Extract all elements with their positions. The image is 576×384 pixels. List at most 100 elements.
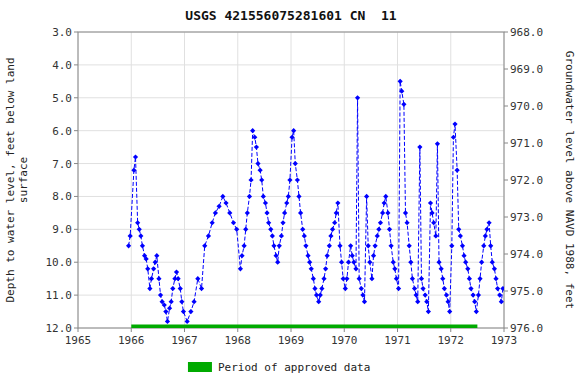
data-point [360,293,365,298]
y-tick [74,262,78,263]
data-point [355,95,360,100]
data-point [323,266,328,271]
legend: Period of approved data [188,361,370,374]
y2-tick-label: 970.0 [510,100,543,113]
data-point [481,243,486,248]
data-point [153,260,158,265]
data-point [242,243,247,248]
data-point [289,135,294,140]
y2-tick [504,143,508,144]
y2-tick-label: 974.0 [510,248,543,261]
data-point [394,276,399,281]
data-point [179,299,184,304]
x-grid-line [184,32,185,328]
data-point [284,200,289,205]
data-point [486,220,491,225]
title: USGS 421556075281601 CN 11 [185,8,396,23]
data-point [227,210,232,215]
x-tick-label: 1969 [278,334,305,347]
y2-tick-label: 968.0 [510,26,543,39]
data-point [250,128,255,133]
y-tick [74,328,78,329]
data-point [499,299,504,304]
data-point [319,286,324,291]
data-point [423,293,428,298]
grid [78,32,504,328]
data-point [286,194,291,199]
data-point [362,299,367,304]
data-point [500,286,504,291]
data-point [261,194,266,199]
data-point [369,276,374,281]
data-point [298,210,303,215]
data-point [353,266,358,271]
data-point [137,227,142,232]
y-grid-line [78,97,504,98]
data-point [174,269,179,274]
data-point [417,145,422,150]
y-tick [74,64,78,65]
data-point [436,260,441,265]
data-point [364,194,369,199]
data-point [458,233,463,238]
data-point [404,220,409,225]
data-point [401,102,406,107]
data-point [133,154,138,159]
data-point [488,243,493,248]
x-tick [291,328,292,332]
y-tick-label: 9.0 [52,223,72,236]
data-point [465,266,470,271]
chart: 1965196619671968196919701971197219733.04… [0,0,576,384]
x-tick [504,328,505,332]
data-point [151,266,156,271]
data-point [433,233,438,238]
data-point [483,233,488,238]
y2-axis-label: Groundwater level above NAVD 1988, feet [563,51,576,309]
data-point [145,266,150,271]
data-point [497,293,502,298]
data-point [398,79,403,84]
y-tick-label: 8.0 [52,190,72,203]
data-point [348,243,353,248]
x-tick-label: 1973 [491,334,518,347]
data-point [471,293,476,298]
y2-tick-label: 976.0 [510,322,543,335]
data-point [366,243,371,248]
data-point [493,276,498,281]
data-point [474,309,479,314]
y-axis-label-line: surface [17,157,30,203]
legend-swatch [188,362,212,372]
data-point [410,276,415,281]
y2-tick [504,291,508,292]
x-tick-label: 1970 [331,334,358,347]
data-point [344,276,349,281]
data-point [316,299,321,304]
data-point [461,253,466,258]
data-point [199,286,204,291]
x-tick-label: 1965 [65,334,92,347]
x-grid-line [237,32,238,328]
y-grid-line [78,196,504,197]
data-point [343,286,348,291]
data-point [449,243,454,248]
y-axis-label-line: Depth to water level, feet below land [4,57,17,302]
data-point [263,200,268,205]
data-point [419,276,424,281]
data-point [359,286,364,291]
data-point [389,243,394,248]
y2-tick-label: 971.0 [510,137,543,150]
data-point [371,253,376,258]
data-point [492,266,497,271]
data-point [373,243,378,248]
data-point [452,121,457,126]
data-point [271,243,276,248]
data-point [255,161,260,166]
data-point [252,135,257,140]
y-tick [74,163,78,164]
data-point [337,243,342,248]
data-point [248,177,253,182]
data-point [455,168,460,173]
data-point [442,286,447,291]
approved-period [131,325,477,329]
y2-tick [504,254,508,255]
